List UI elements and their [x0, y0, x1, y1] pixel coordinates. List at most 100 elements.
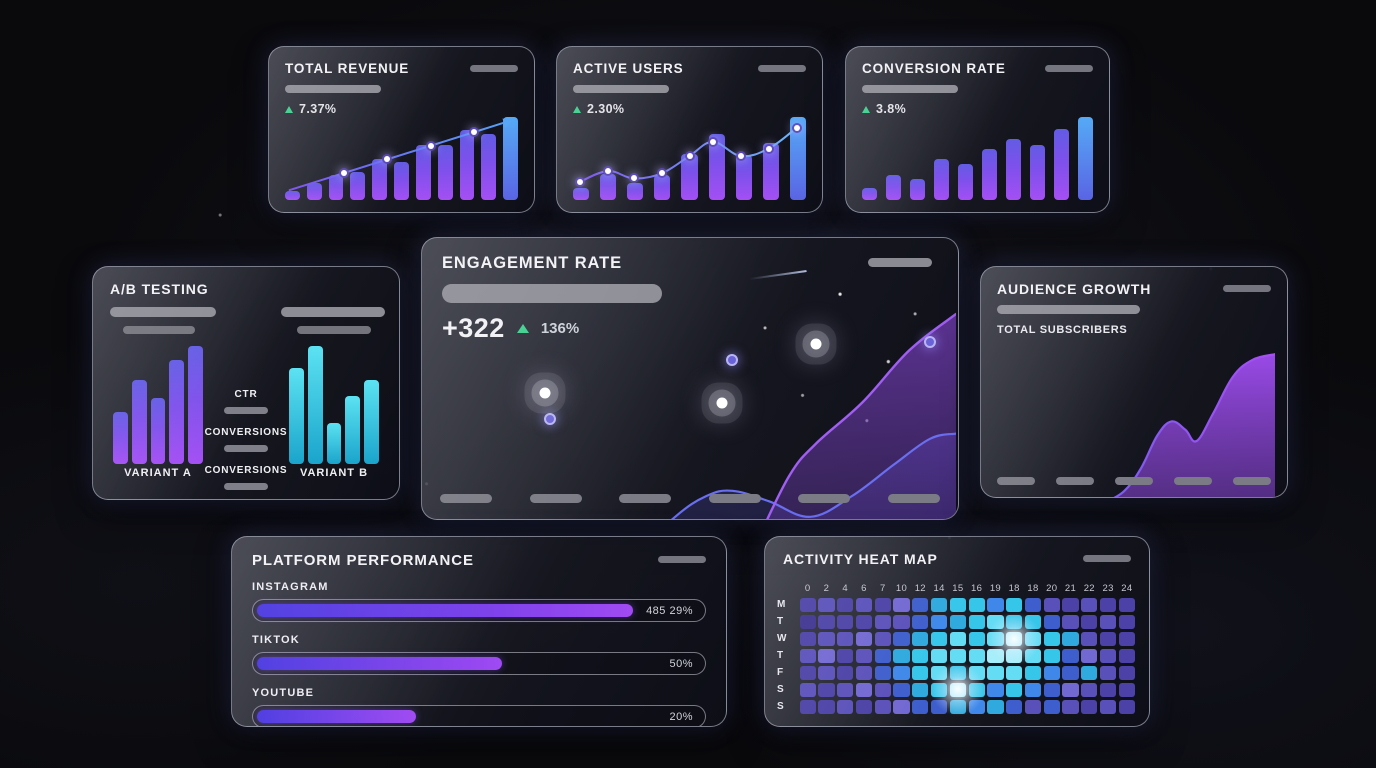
trend-dot: [384, 156, 391, 163]
card-active-users: ACTIVE USERS 2.30%: [556, 46, 823, 213]
axis-label-pill: [887, 494, 940, 503]
secondary-dot: [544, 413, 557, 426]
delta-value: 2.30%: [587, 102, 625, 116]
line-dot: [765, 145, 772, 152]
platform-row: YOUTUBE 20%: [252, 687, 706, 726]
heatmap-cell: [968, 699, 985, 714]
heatmap-cell: [1006, 699, 1023, 714]
menu-pill: [1223, 285, 1271, 292]
x-axis-pills: [997, 477, 1271, 485]
trend-up-icon: [516, 324, 529, 333]
heatmap-cell: [930, 665, 948, 680]
heatmap-cell: [855, 614, 873, 629]
heatmap-cell: [1006, 614, 1023, 629]
heatmap-hour-label: 2: [823, 583, 830, 594]
heatmap-cell: [818, 614, 835, 629]
heatmap-hour-label: 16: [971, 583, 983, 594]
bar: [415, 145, 431, 200]
heatmap-cell: [1006, 631, 1023, 646]
bar: [1078, 117, 1093, 200]
heatmap-cell: [949, 614, 966, 629]
trend-up-icon: [573, 105, 581, 113]
heatmap-cell: [1081, 648, 1098, 663]
axis-label-pill: [798, 494, 851, 503]
menu-pill: [470, 65, 518, 72]
platform-label: YOUTUBE: [252, 687, 315, 699]
heatmap-cell: [1118, 614, 1135, 629]
heatmap-cell: [1006, 648, 1023, 663]
heatmap-cell: [1099, 682, 1117, 697]
heatmap-hour-label: 23: [1102, 583, 1114, 594]
heatmap-cell: [1043, 631, 1060, 646]
heatmap-cell: [874, 614, 891, 629]
heatmap-cell: [968, 665, 985, 680]
heatmap-cell: [1024, 597, 1042, 612]
card-title: ACTIVE USERS: [573, 61, 684, 76]
bar: [789, 117, 806, 200]
glow-dot: [539, 387, 551, 399]
heatmap-cell: [874, 699, 891, 714]
heatmap-cell: [968, 631, 985, 646]
axis-label-pill: [1174, 477, 1212, 485]
heatmap-cell: [799, 665, 816, 680]
heatmap-cell: [799, 597, 816, 612]
heatmap-hour-label: 0: [804, 583, 811, 594]
bar: [328, 175, 344, 200]
skeleton-pill: [297, 326, 371, 334]
skeleton-pill: [110, 307, 216, 317]
bar: [372, 158, 388, 200]
line-dot: [709, 138, 716, 145]
platform-rows: INSTAGRAM 485 29% TIKTOK 50% YOUTUBE 20%: [232, 581, 726, 726]
heatmap-cell: [949, 699, 966, 714]
heatmap-cell: [799, 648, 816, 663]
trend-dot: [427, 142, 434, 149]
bar: [573, 187, 590, 200]
heatmap-cell: [912, 648, 929, 663]
heatmap-cell: [1118, 631, 1135, 646]
trend-dot: [340, 170, 347, 177]
heatmap-cell: [1062, 699, 1079, 714]
heatmap-cell: [987, 597, 1004, 612]
heatmap-cell: [912, 631, 929, 646]
progress-track: 485 29%: [252, 599, 706, 622]
bar: [113, 412, 128, 464]
heatmap-cell: [930, 631, 948, 646]
bar: [600, 174, 617, 200]
line-dot: [737, 153, 744, 159]
card-title: A/B TESTING: [110, 281, 209, 297]
bar: [982, 149, 997, 200]
active-users-line: [573, 117, 806, 200]
heatmap-day-label: W: [777, 633, 787, 645]
heatmap-cell: [949, 597, 966, 612]
variant-a-bars: [113, 346, 203, 464]
heatmap-cell: [1062, 597, 1079, 612]
revenue-trend-line: [285, 115, 518, 200]
heatmap-cell: [893, 682, 910, 697]
heatmap-cell: [1081, 699, 1098, 714]
heatmap-day-label: S: [777, 701, 784, 713]
bar: [762, 142, 779, 200]
line-dot: [686, 153, 693, 159]
heatmap-cell: [818, 648, 835, 663]
trend-up-icon: [285, 105, 293, 113]
bar: [886, 175, 901, 200]
card-title: ACTIVITY HEAT MAP: [783, 551, 938, 567]
variant-b-label: VARIANT B: [299, 467, 369, 479]
bar: [1006, 138, 1021, 200]
heatmap-cell: [1099, 648, 1117, 663]
heatmap-hour-label: 6: [861, 583, 867, 594]
bar: [306, 183, 322, 200]
menu-pill: [1083, 555, 1131, 562]
heatmap-cell: [912, 682, 929, 697]
heatmap-cell: [855, 631, 873, 646]
heatmap-cell: [912, 665, 929, 680]
skeleton-pill: [281, 307, 385, 317]
heatmap-cell: [1081, 682, 1098, 697]
heatmap-cell: [987, 631, 1004, 646]
heatmap-cell: [1118, 682, 1135, 697]
skeleton-pill: [224, 445, 268, 452]
heatmap-hour-label: 4: [842, 583, 848, 594]
heatmap-cell: [799, 631, 816, 646]
heatmap-cell: [818, 665, 835, 680]
bar: [627, 183, 644, 200]
